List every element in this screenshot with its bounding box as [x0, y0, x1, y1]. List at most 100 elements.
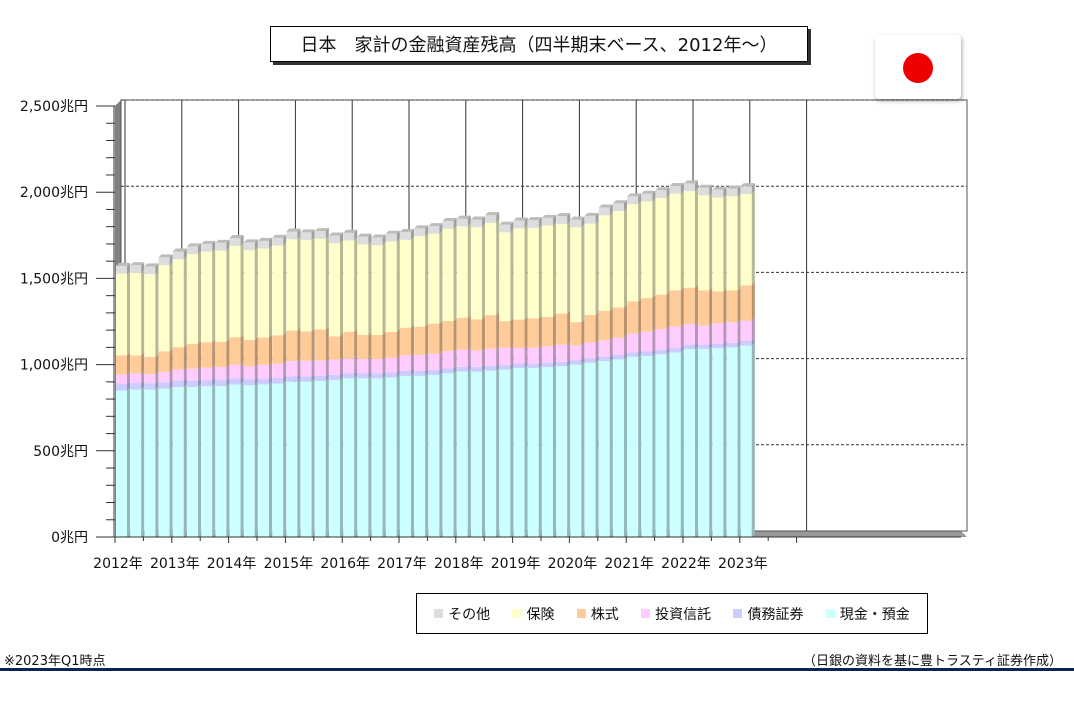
bar-segment — [116, 383, 127, 391]
bar-segment-side — [183, 377, 187, 388]
bar-segment — [598, 215, 610, 311]
bar-top — [684, 180, 698, 184]
bar-segment-side — [496, 345, 500, 366]
bar-segment — [669, 348, 681, 353]
bar-segment-side — [652, 352, 656, 537]
bar-stack — [740, 183, 755, 537]
bar-segment-side — [212, 339, 216, 368]
bar-segment — [258, 248, 269, 338]
bar-segment-side — [254, 382, 258, 537]
bar-segment-side — [609, 307, 613, 341]
bar-segment — [314, 380, 326, 537]
y-tick-label: 0兆円 — [51, 530, 88, 546]
bar-segment-side — [609, 353, 613, 362]
bar-top — [187, 243, 201, 247]
legend-swatch — [512, 609, 522, 618]
bar-top — [300, 229, 315, 233]
bar-segment — [513, 220, 525, 229]
bar-segment — [400, 375, 411, 537]
bar-segment — [258, 364, 269, 379]
bar-segment — [698, 344, 710, 350]
bar-segment-side — [595, 220, 599, 315]
bar-segment-side — [141, 370, 145, 384]
bar-segment — [130, 265, 142, 274]
bar-segment-side — [496, 312, 500, 349]
bar-segment — [144, 356, 156, 375]
bar-top — [343, 229, 358, 233]
bar-segment-side — [254, 239, 258, 251]
bar-segment — [343, 378, 355, 537]
bar-top — [286, 228, 301, 232]
bar-segment-side — [425, 225, 429, 237]
bar-segment — [499, 224, 511, 233]
bar-segment-side — [325, 326, 329, 361]
bar-top — [172, 248, 187, 252]
bar-segment-side — [411, 324, 414, 356]
bar-segment-side — [198, 243, 201, 255]
legend-label: その他 — [448, 606, 491, 623]
bar-segment-side — [666, 195, 670, 295]
bar-segment — [130, 383, 142, 390]
bar-segment-side — [325, 357, 329, 376]
bar-segment — [357, 378, 369, 537]
bar-segment-side — [666, 346, 670, 355]
bar-segment — [144, 383, 156, 390]
bar-segment-side — [524, 365, 528, 537]
bar-segment-side — [482, 363, 485, 372]
bar-segment — [740, 285, 752, 321]
bar-stack — [144, 263, 159, 537]
bar-segment-side — [652, 295, 656, 332]
bar-segment-side — [169, 379, 173, 389]
bar-segment — [655, 294, 667, 330]
bar-segment — [385, 372, 397, 378]
bar-stack — [428, 223, 443, 537]
bar-stack — [215, 239, 230, 537]
bar-segment — [613, 337, 624, 355]
bar-segment — [684, 323, 695, 345]
bar-segment — [684, 191, 695, 288]
bar-segment — [684, 349, 695, 537]
bar-stack — [499, 221, 514, 537]
bar-segment — [329, 359, 340, 375]
bar-segment-side — [155, 371, 159, 384]
bar-top — [229, 235, 244, 239]
bar-segment — [669, 185, 681, 194]
bar-segment-side — [553, 343, 556, 363]
bar-segment — [627, 196, 639, 205]
bar-segment — [172, 259, 184, 348]
bar-segment-side — [567, 341, 571, 362]
bar-stack — [641, 190, 656, 537]
bar-segment — [343, 331, 355, 359]
bar-segment-side — [737, 287, 741, 323]
bar-segment-side — [467, 363, 471, 372]
bar-segment-side — [737, 185, 741, 197]
bar-segment — [556, 313, 568, 345]
bar-top — [627, 193, 642, 197]
bar-segment-side — [198, 377, 201, 388]
bar-segment — [400, 232, 411, 240]
bar-segment — [215, 250, 227, 342]
bar-segment — [570, 364, 582, 537]
bar-segment — [428, 353, 440, 371]
bar-top — [726, 185, 741, 189]
bar-segment-side — [510, 366, 514, 537]
bar-segment-side — [212, 377, 216, 387]
bar-segment — [300, 381, 312, 537]
bar-segment-side — [439, 320, 443, 354]
bar-segment — [627, 352, 639, 357]
bar-segment-side — [638, 330, 642, 353]
bar-segment — [357, 334, 369, 360]
bar-stack — [243, 239, 258, 537]
bar-segment-side — [751, 342, 755, 537]
bar-segment-side — [325, 235, 329, 330]
bar-segment-side — [183, 344, 187, 370]
bar-segment — [272, 383, 284, 537]
flag-sun-disc — [903, 53, 933, 83]
bar-segment — [215, 367, 227, 381]
bar-segment — [414, 228, 426, 237]
bar-segment-side — [127, 380, 130, 391]
bar-segment — [627, 333, 639, 353]
legend-swatch — [434, 609, 444, 618]
bar-top — [527, 217, 542, 221]
bar-segment — [655, 354, 667, 537]
